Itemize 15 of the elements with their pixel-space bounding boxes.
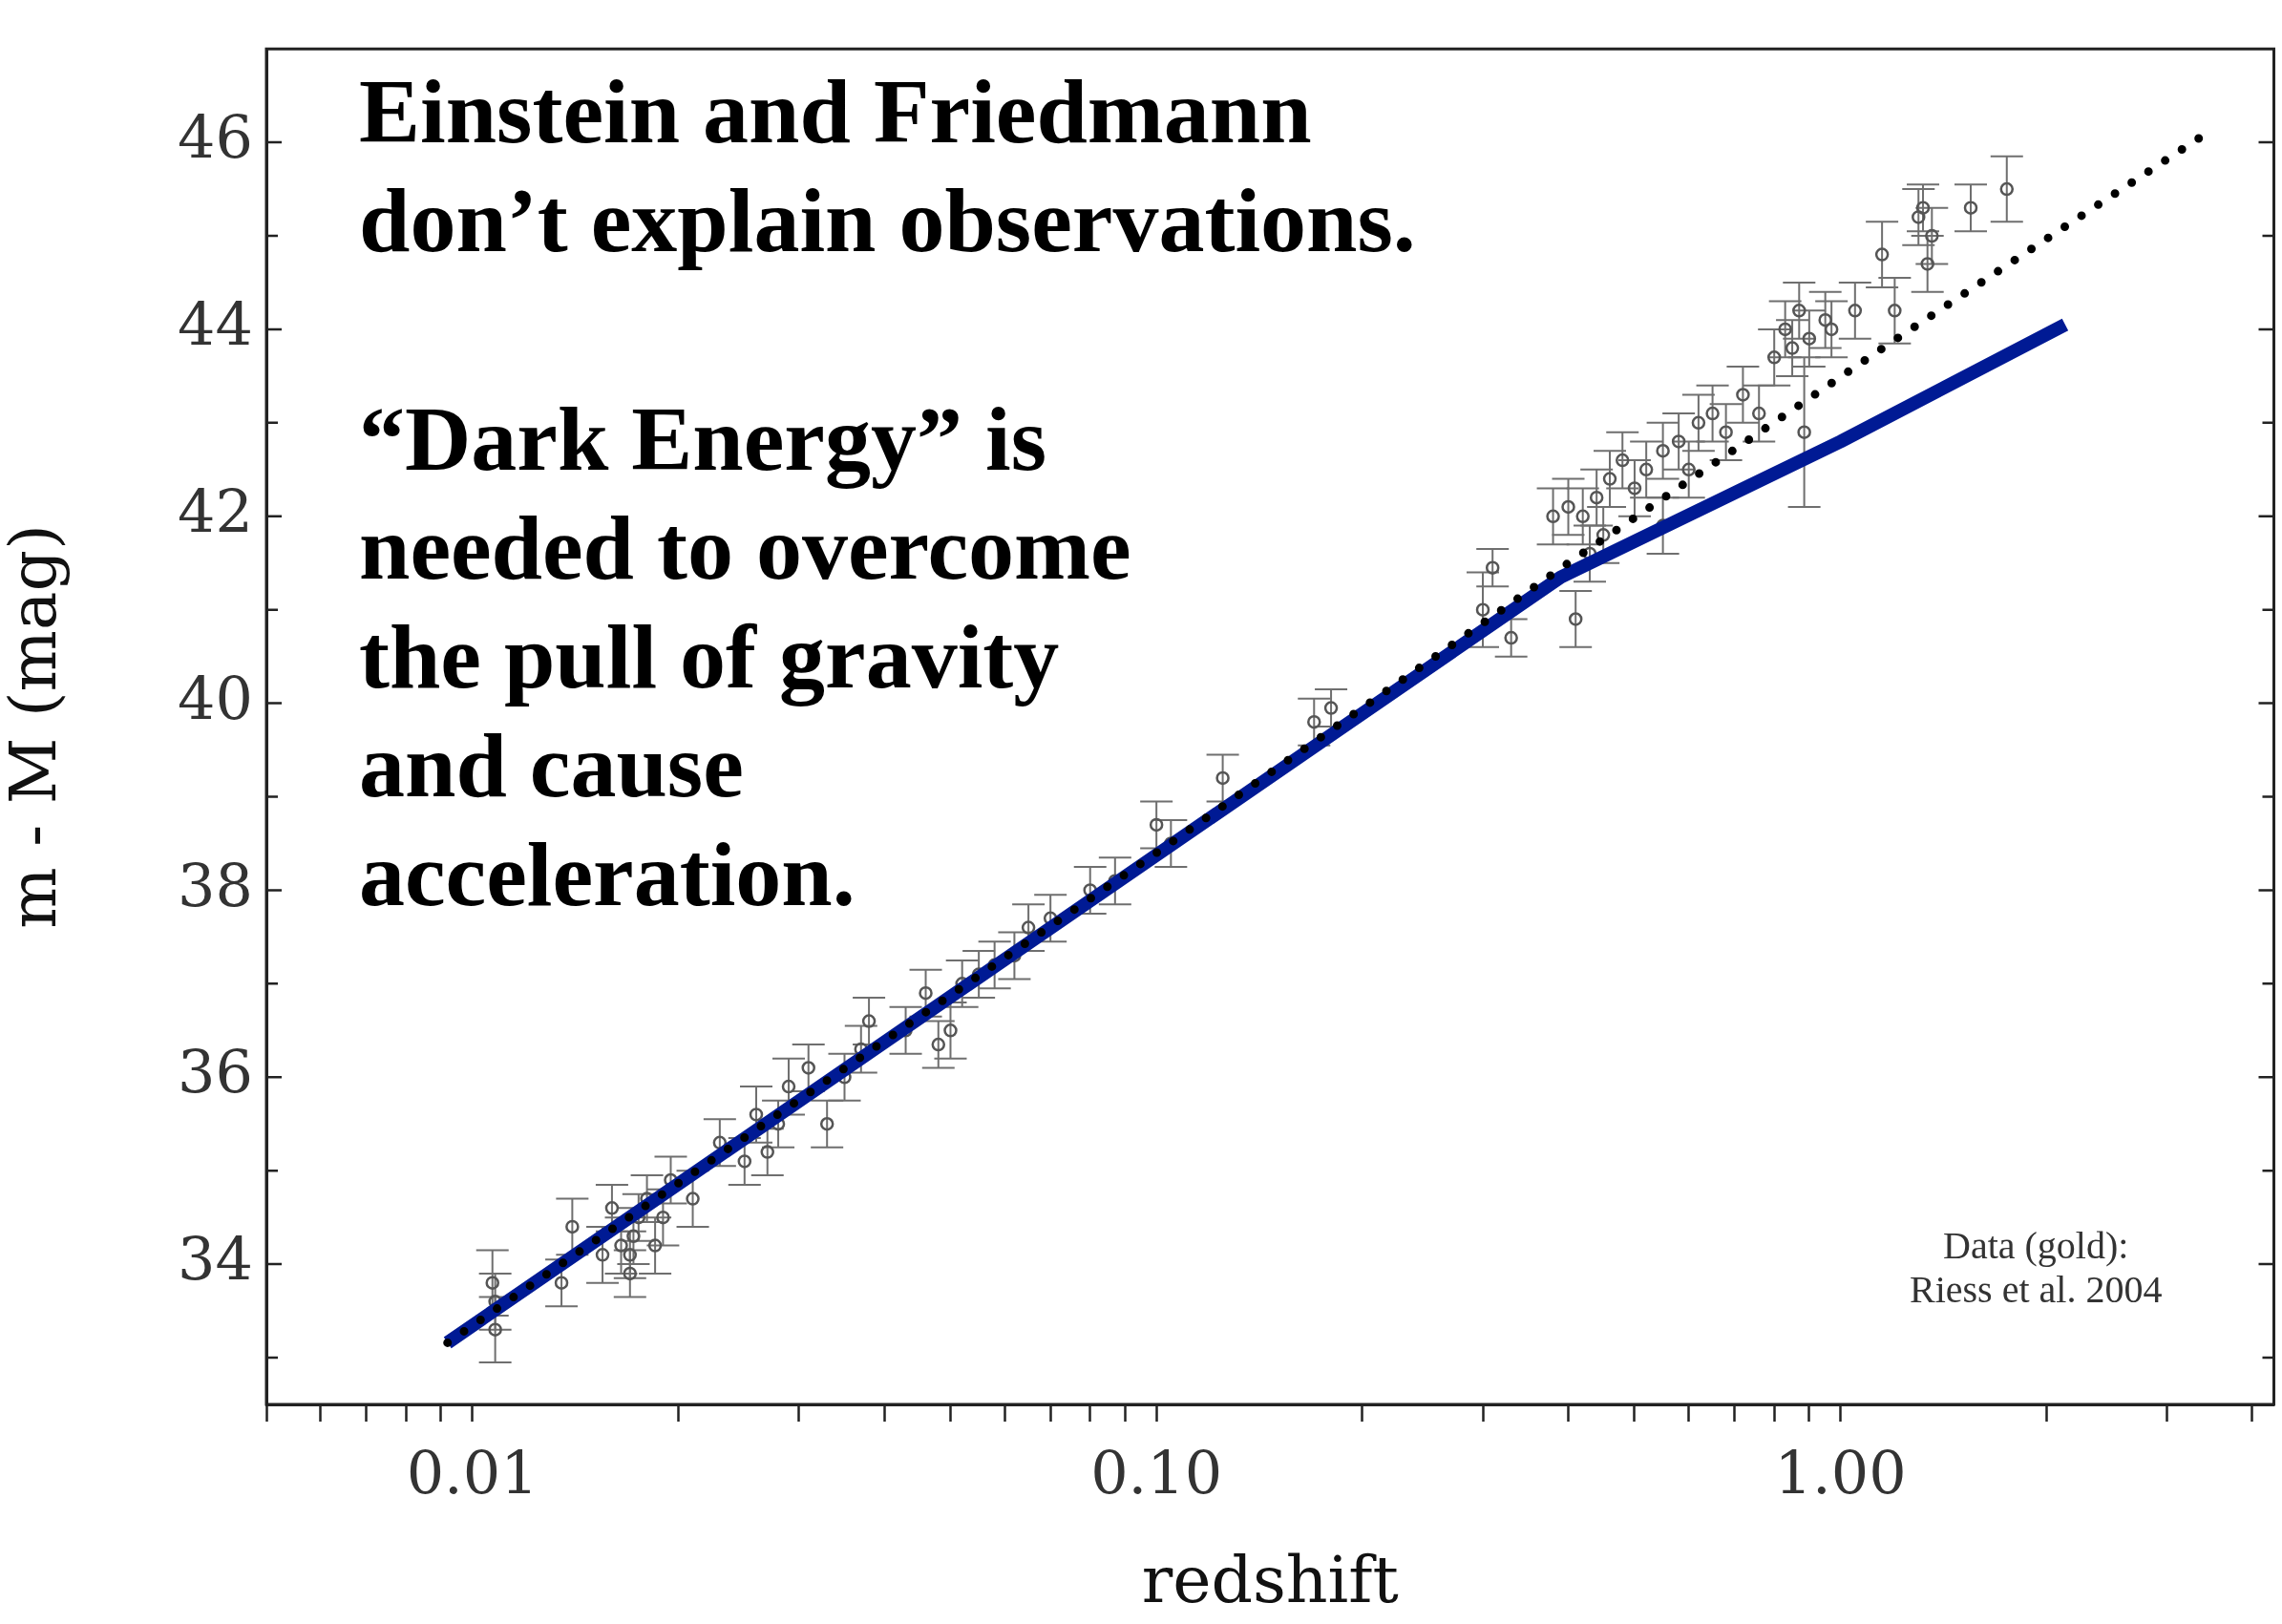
annotation: Data (gold): Riess et al. 2004 [1910, 1224, 2163, 1312]
x-axis-title: redshift [1141, 1541, 1399, 1617]
y-tick-label: 44 [178, 289, 253, 360]
x-tick-label: 1.00 [1774, 1438, 1907, 1508]
y-tick-label: 36 [178, 1037, 253, 1107]
x-tick-label: 0.01 [406, 1438, 539, 1508]
annotation: “Dark Energy” is needed to overcome the pull of gravity and cause acceleration. [359, 387, 1131, 927]
y-tick-label: 40 [178, 663, 253, 733]
annotation: Einstein and Friedmann don’t explain observations. [359, 59, 1416, 273]
x-tick-label: 0.10 [1090, 1438, 1223, 1508]
y-tick-label: 34 [178, 1224, 253, 1295]
y-axis-title: m - M (mag) [0, 524, 72, 929]
y-tick-label: 42 [178, 475, 253, 546]
y-tick-label: 46 [178, 102, 253, 173]
y-tick-label: 38 [178, 850, 253, 920]
